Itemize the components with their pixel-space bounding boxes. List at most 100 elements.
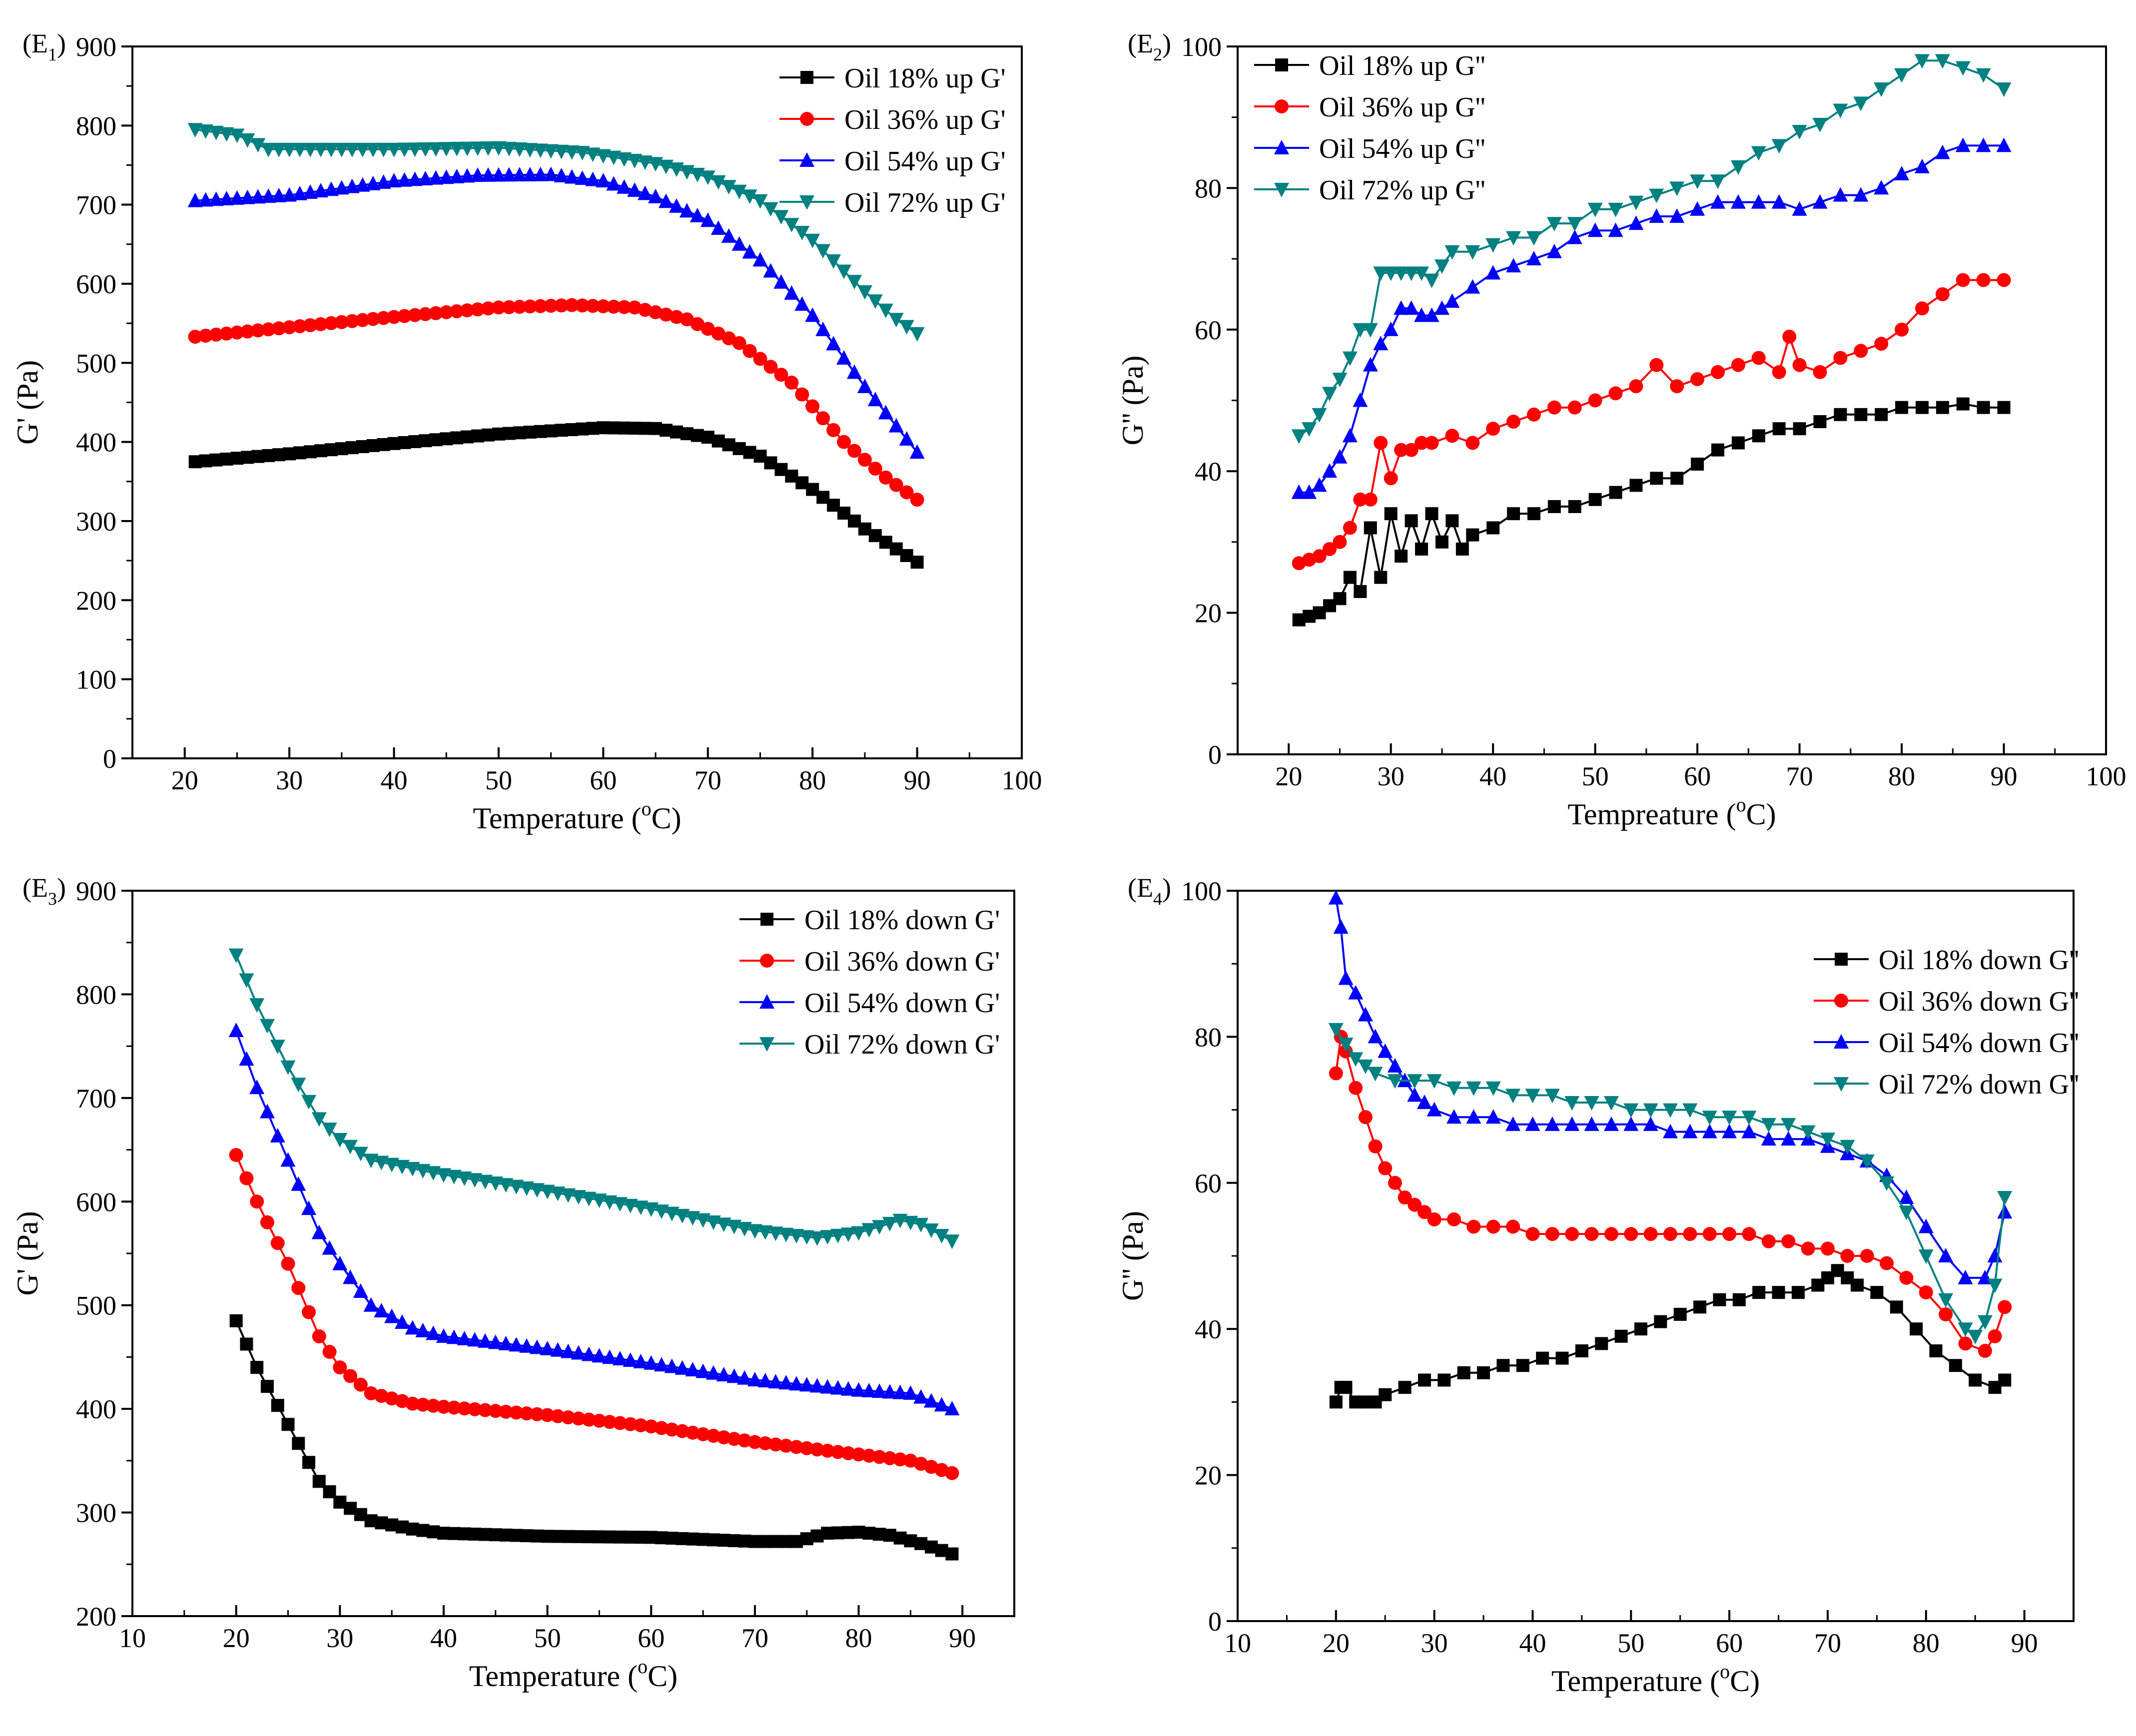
data-point <box>1853 187 1869 202</box>
y-tick-label: 400 <box>76 1394 116 1424</box>
data-point <box>1710 194 1726 209</box>
data-point <box>1628 215 1644 230</box>
data-point <box>1801 1241 1815 1256</box>
data-point <box>1465 245 1480 260</box>
chart-panel-e2: 20 30 40 50 60 70 80 90 100 0 20 40 60 80 100 Tempreatu… <box>1116 28 2127 831</box>
data-point <box>649 305 663 319</box>
data-point <box>250 138 266 153</box>
data-point <box>1742 1227 1756 1241</box>
data-point <box>1339 1381 1353 1394</box>
data-point <box>1997 401 2011 414</box>
data-point <box>543 144 559 159</box>
data-point <box>198 192 213 207</box>
data-point <box>612 1351 628 1366</box>
data-point <box>617 152 632 167</box>
data-point <box>1506 231 1521 246</box>
legend-marker <box>800 71 813 84</box>
data-point <box>407 171 423 186</box>
data-point <box>229 128 245 143</box>
data-point <box>439 169 454 184</box>
data-point <box>596 299 611 314</box>
data-point <box>457 1330 472 1345</box>
data-point <box>322 1345 337 1359</box>
data-point <box>1682 1124 1698 1139</box>
data-point <box>1398 1381 1412 1394</box>
data-point <box>1526 251 1541 266</box>
data-point <box>1670 379 1684 394</box>
data-point <box>1792 358 1807 372</box>
data-point <box>1349 1081 1363 1095</box>
data-point <box>1368 1029 1383 1044</box>
x-tick-label: 40 <box>1479 761 1506 791</box>
data-point <box>332 1255 348 1270</box>
y-tick-label: 200 <box>76 1602 116 1632</box>
data-point <box>644 1355 659 1370</box>
data-point <box>633 1200 649 1215</box>
data-point <box>602 1349 618 1364</box>
data-point <box>675 1424 690 1438</box>
x-axis-label: Tempreature (oC) <box>1567 793 1776 831</box>
data-point <box>405 1396 420 1411</box>
x-tick-label: 60 <box>590 765 617 795</box>
data-point <box>1938 1293 1954 1308</box>
data-point <box>1850 1278 1864 1292</box>
legend-label: Oil 72% up G'' <box>1319 175 1485 206</box>
data-point <box>261 188 276 203</box>
data-point <box>696 1427 711 1441</box>
data-point <box>1899 1189 1914 1204</box>
data-point <box>478 1333 493 1348</box>
data-point <box>805 399 820 414</box>
chart-panel-e1: 20 30 40 50 60 70 80 90 100 0 100 200 300 400 500 600 70… <box>11 28 1042 835</box>
data-point <box>944 1401 960 1416</box>
data-point <box>501 167 517 182</box>
data-point <box>826 336 841 351</box>
data-point <box>313 317 328 331</box>
data-point <box>820 1230 835 1245</box>
data-point <box>1384 471 1398 486</box>
data-point <box>446 1329 462 1344</box>
data-point <box>394 1314 410 1329</box>
legend-marker <box>759 1037 774 1052</box>
data-point <box>407 142 423 157</box>
data-point <box>659 193 674 208</box>
data-point <box>882 1451 897 1465</box>
data-point <box>1388 1175 1402 1190</box>
data-point <box>1587 202 1603 217</box>
data-point <box>784 218 799 233</box>
data-point <box>1378 1161 1393 1175</box>
data-point <box>520 1406 534 1421</box>
data-point <box>1874 337 1889 351</box>
data-point <box>1669 181 1685 196</box>
data-point <box>1976 137 1991 152</box>
data-point <box>543 166 559 181</box>
data-point <box>561 1410 576 1425</box>
data-point <box>1895 401 1909 414</box>
data-point <box>1378 1043 1393 1058</box>
data-point <box>862 1448 876 1463</box>
data-point <box>1731 436 1745 450</box>
data-point <box>1711 365 1725 379</box>
data-point <box>240 1337 253 1351</box>
data-point <box>1629 479 1643 492</box>
data-point <box>934 1397 949 1412</box>
data-point <box>311 1112 327 1127</box>
data-point <box>1833 187 1848 202</box>
data-point <box>198 328 213 343</box>
data-point <box>470 167 486 182</box>
data-point <box>1608 202 1623 217</box>
data-point <box>523 299 537 314</box>
y-tick-label: 600 <box>76 269 116 299</box>
data-point <box>1485 1109 1501 1124</box>
data-point <box>1976 273 1991 287</box>
data-point <box>1546 217 1562 232</box>
data-point <box>498 1178 514 1193</box>
data-point <box>1955 61 1971 76</box>
legend-label: Oil 72% down G'' <box>1879 1069 2079 1100</box>
data-point <box>1358 1059 1373 1074</box>
data-point <box>345 314 359 328</box>
data-point <box>1649 208 1664 223</box>
data-point <box>1624 1227 1638 1241</box>
data-point <box>747 1224 762 1239</box>
data-point <box>1813 365 1827 379</box>
